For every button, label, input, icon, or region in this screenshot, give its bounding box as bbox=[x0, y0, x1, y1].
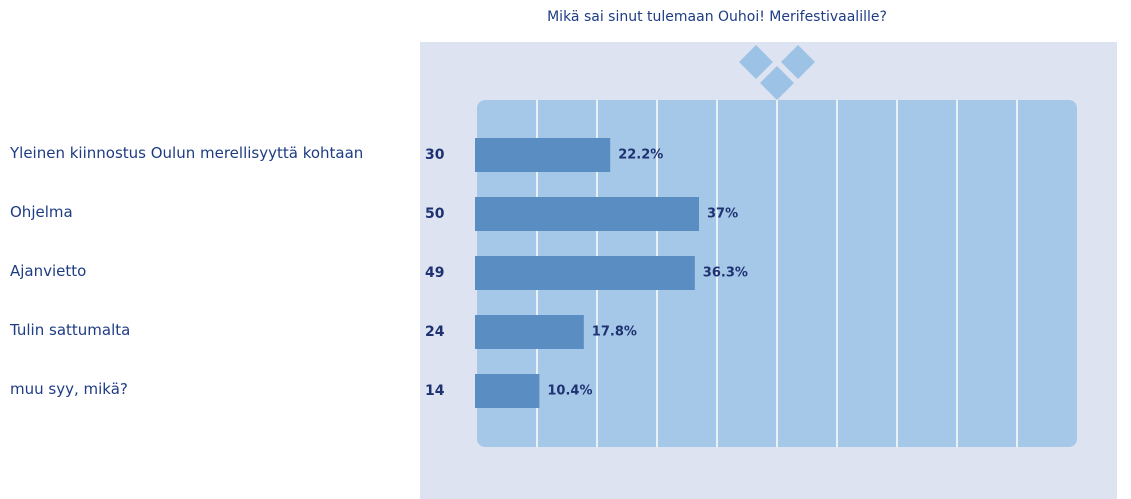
percent-label: 37% bbox=[707, 207, 738, 222]
count-label: 24 bbox=[425, 324, 445, 340]
bar bbox=[475, 197, 699, 231]
bar bbox=[475, 256, 695, 290]
bar bbox=[475, 315, 584, 349]
category-label: Tulin sattumalta bbox=[10, 321, 131, 339]
percent-label: 10.4% bbox=[547, 384, 592, 399]
bar bbox=[475, 138, 611, 172]
category-label: Ajanvietto bbox=[10, 262, 87, 280]
count-label: 14 bbox=[425, 383, 445, 399]
chart-title: Mikä sai sinut tulemaan Ouhoi! Merifesti… bbox=[547, 9, 887, 25]
percent-label: 22.2% bbox=[618, 148, 663, 163]
percent-label: 36.3% bbox=[703, 266, 748, 281]
bar bbox=[475, 374, 540, 408]
category-label: Yleinen kiinnostus Oulun merellisyyttä k… bbox=[10, 144, 364, 162]
count-label: 50 bbox=[425, 206, 445, 222]
count-label: 30 bbox=[425, 147, 445, 163]
count-label: 49 bbox=[425, 265, 444, 281]
category-label: muu syy, mikä? bbox=[10, 380, 128, 398]
category-label: Ohjelma bbox=[10, 203, 73, 221]
percent-label: 17.8% bbox=[592, 325, 637, 340]
